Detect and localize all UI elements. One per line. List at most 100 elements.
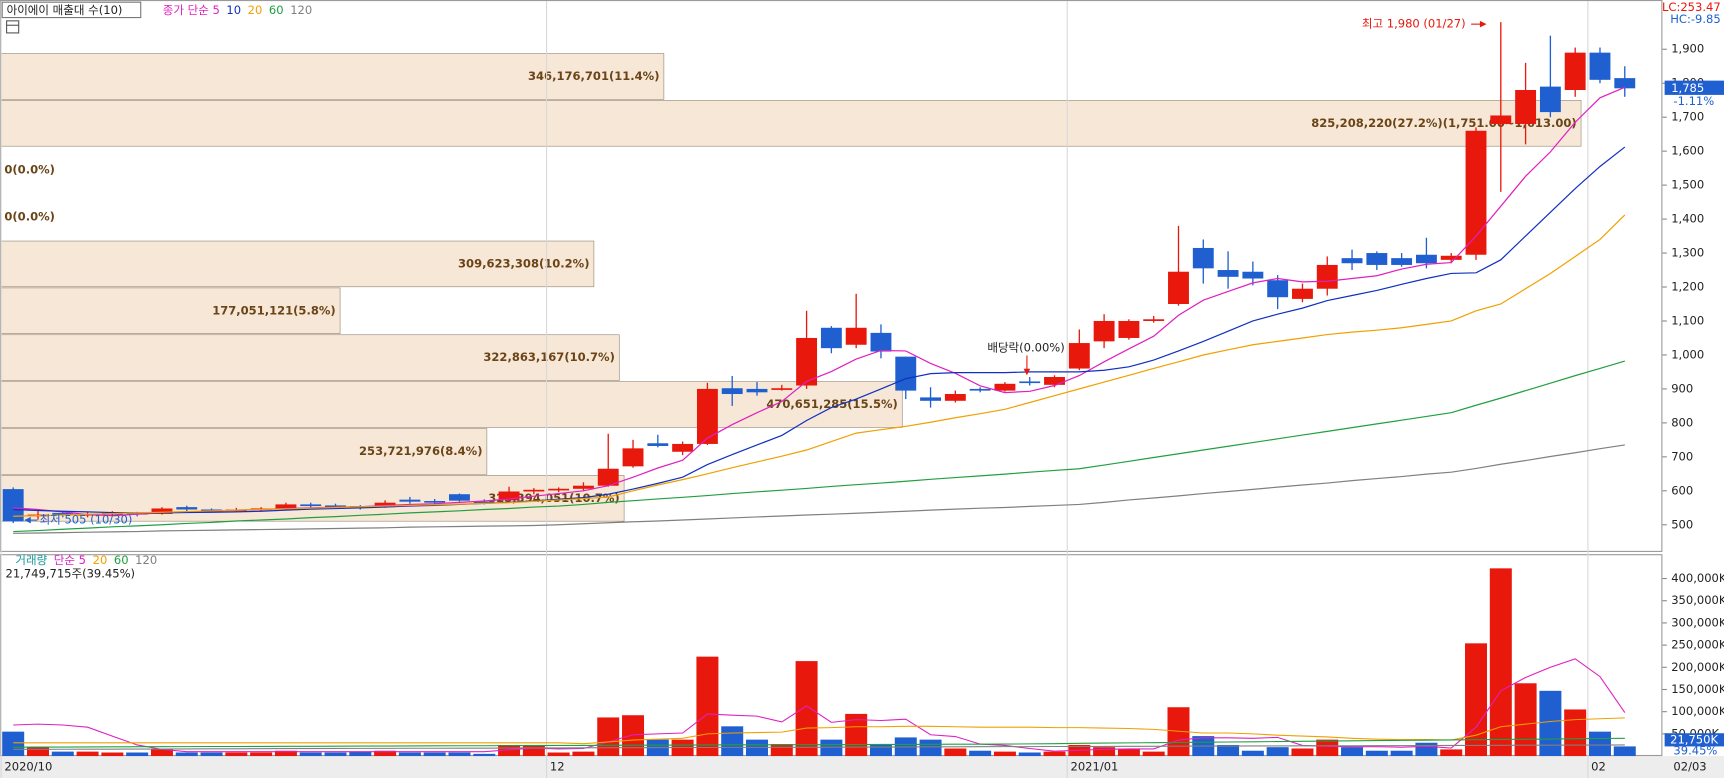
candle-body: [275, 504, 297, 510]
volume-bar: [374, 750, 397, 757]
candle-body: [151, 508, 173, 514]
volume-bar: [349, 751, 372, 757]
volume-bar: [1291, 748, 1314, 757]
ma-line: [13, 360, 1626, 533]
volume-bar: [1142, 751, 1165, 757]
volume-ma-line: [13, 737, 1625, 748]
y-tick-label: 1,200: [1671, 280, 1704, 294]
legend-entry: 120: [290, 3, 312, 17]
y-tick-label: 1,000: [1671, 347, 1704, 361]
candle-body: [1192, 247, 1214, 269]
volume-bar: [1266, 747, 1289, 757]
candle-body: [52, 512, 74, 516]
volume-bar: [1588, 731, 1611, 757]
profile-label: 0(0.0%): [4, 163, 55, 177]
volume-bar: [200, 752, 223, 757]
y-tick-label: 1,500: [1671, 178, 1704, 192]
legend-entry: 20: [93, 553, 108, 567]
moving-averages: [13, 86, 1626, 753]
candle-body: [1440, 255, 1462, 260]
legend-entry: 20: [248, 3, 263, 17]
lc-label: LC:253.47: [1662, 0, 1721, 14]
candle-body: [1490, 115, 1512, 124]
candle-body: [647, 443, 669, 446]
volume-bar: [696, 656, 719, 757]
last-ratio: 39.45%: [1673, 743, 1717, 757]
volume-bar: [993, 751, 1016, 757]
y-tick-label: 200,000K: [1671, 660, 1724, 674]
volume-bar: [274, 750, 297, 757]
candle-body: [1589, 52, 1611, 80]
volume-bar: [423, 752, 446, 757]
volume-ma-line: [13, 658, 1626, 753]
volume-bar: [919, 739, 942, 757]
legend-entry: 60: [114, 553, 129, 567]
volume-bar: [498, 744, 521, 757]
candle-body: [1341, 258, 1363, 264]
y-tick-label: 800: [1671, 415, 1693, 429]
candle-body: [399, 499, 421, 502]
profile-label: 346,176,701(11.4%): [528, 69, 659, 83]
volume-bar: [845, 713, 868, 757]
volume-bar: [721, 726, 744, 757]
candle-body: [969, 388, 991, 391]
volume-total: 21,749,715주(39.45%): [5, 566, 135, 580]
ma-line: [13, 214, 1626, 517]
volume-bar: [522, 744, 545, 757]
profile-label: 177,051,121(5.8%): [212, 303, 335, 317]
candle-body: [1168, 271, 1189, 304]
volume-bar: [1341, 747, 1364, 757]
hc-label: HC:-9.85: [1670, 12, 1720, 26]
volume-bar: [1117, 749, 1140, 757]
profile-bar: [0, 428, 488, 475]
volume-bar: [175, 752, 198, 757]
volume-bar: [225, 752, 248, 757]
volume-bar: [1390, 750, 1413, 757]
candle-body: [548, 488, 570, 491]
candle-body: [796, 337, 818, 386]
profile-label: 825,208,220(27.2%)(1,751.00~1,613.00): [1311, 116, 1576, 130]
volume-bar: [51, 751, 74, 757]
legend-entry: 단순 5: [54, 553, 86, 567]
candle-body: [920, 397, 941, 401]
high-note: 최고 1,980 (01/27): [1362, 17, 1466, 31]
volume-bar: [1489, 568, 1512, 757]
last-change: -1.11%: [1673, 94, 1714, 108]
high-arrow-head: [1479, 20, 1487, 28]
volume-bar: [1564, 709, 1587, 757]
candle-body: [771, 388, 793, 390]
low-arrow-head: [24, 516, 31, 524]
volume-bar: [547, 752, 570, 757]
candle-body: [721, 388, 743, 395]
candle-body: [1118, 320, 1140, 338]
profile-title: 아이에이 매출대 수(10): [7, 3, 123, 17]
legend-entry: 종가 단순 5: [163, 3, 220, 17]
volume-bar: [299, 752, 322, 757]
candle-body: [746, 388, 768, 393]
volume-ma-line: [13, 717, 1625, 745]
x-tick-label: 2020/10: [4, 760, 52, 774]
candle-body: [1093, 320, 1115, 342]
volume-bar: [1316, 739, 1339, 757]
candle-body: [895, 356, 917, 391]
candle-body: [1391, 258, 1413, 265]
volume-bar: [969, 750, 992, 757]
profile-label: 470,651,285(15.5%): [766, 397, 897, 411]
y-tick-label: 1,700: [1671, 110, 1704, 124]
volume-bar: [398, 752, 421, 757]
y-tick-label: 700: [1671, 449, 1693, 463]
volume-bar: [770, 744, 793, 757]
candle-body: [572, 485, 594, 489]
volume-bar: [795, 661, 818, 757]
volume-bar: [1440, 749, 1463, 757]
settings-icon[interactable]: [6, 20, 20, 34]
volume-bar: [473, 753, 496, 757]
volume-bar: [1365, 750, 1388, 757]
profile-label: 309,623,308(10.2%): [458, 256, 589, 270]
candle-body: [1143, 319, 1165, 321]
profile-bar: [0, 240, 595, 288]
ma-line: [13, 146, 1626, 514]
volume-bar: [250, 752, 273, 757]
